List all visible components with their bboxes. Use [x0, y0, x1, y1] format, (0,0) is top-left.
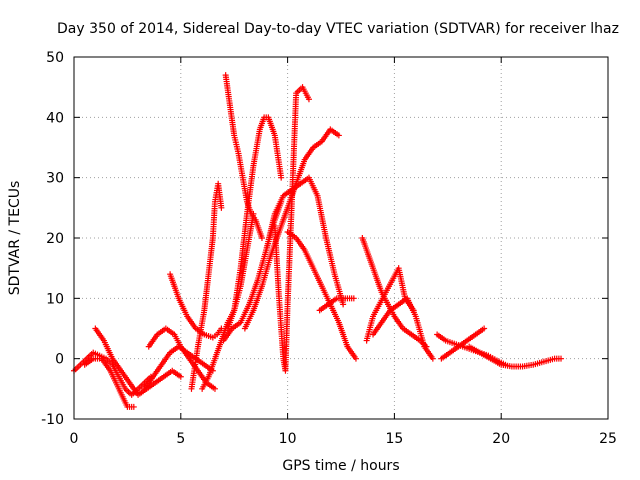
y-tick-label: 40: [46, 110, 64, 126]
series-track-14: [263, 174, 347, 308]
data-layer: [71, 72, 565, 410]
data-point: [429, 355, 436, 362]
data-point: [350, 295, 357, 302]
grid-layer: [74, 57, 608, 419]
tick-layer: 0 5 10 15 20 25 -10 0 10 20 30 40 50: [41, 50, 617, 447]
y-tick-label: 50: [46, 50, 64, 66]
data-point: [218, 204, 225, 211]
series-track-19: [370, 295, 436, 362]
y-tick-label: 0: [55, 352, 64, 368]
x-tick-label: 15: [385, 431, 403, 447]
data-point: [278, 174, 285, 181]
series-track-3: [81, 355, 137, 410]
x-tick-label: 10: [279, 431, 297, 447]
data-point: [211, 385, 218, 392]
series-track-22: [466, 343, 565, 370]
series-track-2: [92, 325, 184, 398]
y-tick-label: 30: [46, 171, 64, 187]
series-track-16: [316, 295, 357, 314]
x-tick-label: 0: [70, 431, 79, 447]
x-axis-label: GPS time / hours: [282, 458, 399, 474]
y-tick-label: 20: [46, 231, 64, 247]
series-track-12: [271, 84, 312, 374]
y-tick-label: -10: [41, 412, 64, 428]
y-tick-label: 10: [46, 291, 64, 307]
series-track-21: [438, 325, 488, 362]
data-point: [335, 132, 342, 139]
series-track-10: [224, 114, 285, 332]
data-point: [340, 301, 347, 308]
chart-title: Day 350 of 2014, Sidereal Day-to-day VTE…: [57, 21, 619, 37]
series-track-15: [284, 228, 359, 362]
data-point: [305, 96, 312, 103]
series-track-7: [188, 180, 225, 392]
x-tick-label: 25: [599, 431, 617, 447]
y-axis-label: SDTVAR / TECUs: [7, 181, 23, 296]
data-point: [177, 373, 184, 380]
series-track-6: [167, 271, 225, 341]
data-point: [258, 235, 265, 241]
x-tick-label: 5: [176, 431, 185, 447]
x-tick-label: 20: [492, 431, 510, 447]
series-track-5: [145, 325, 218, 392]
data-point: [130, 403, 137, 410]
data-point: [558, 355, 565, 362]
data-point: [481, 325, 488, 332]
data-point: [352, 355, 359, 362]
